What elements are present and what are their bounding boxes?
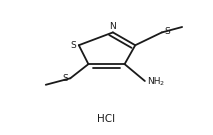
Text: N: N	[109, 22, 116, 31]
Text: 2: 2	[159, 81, 163, 86]
Text: S: S	[62, 74, 68, 83]
Text: S: S	[71, 41, 76, 50]
Text: S: S	[164, 27, 170, 36]
Text: NH: NH	[147, 77, 161, 85]
Text: HCl: HCl	[97, 114, 116, 124]
